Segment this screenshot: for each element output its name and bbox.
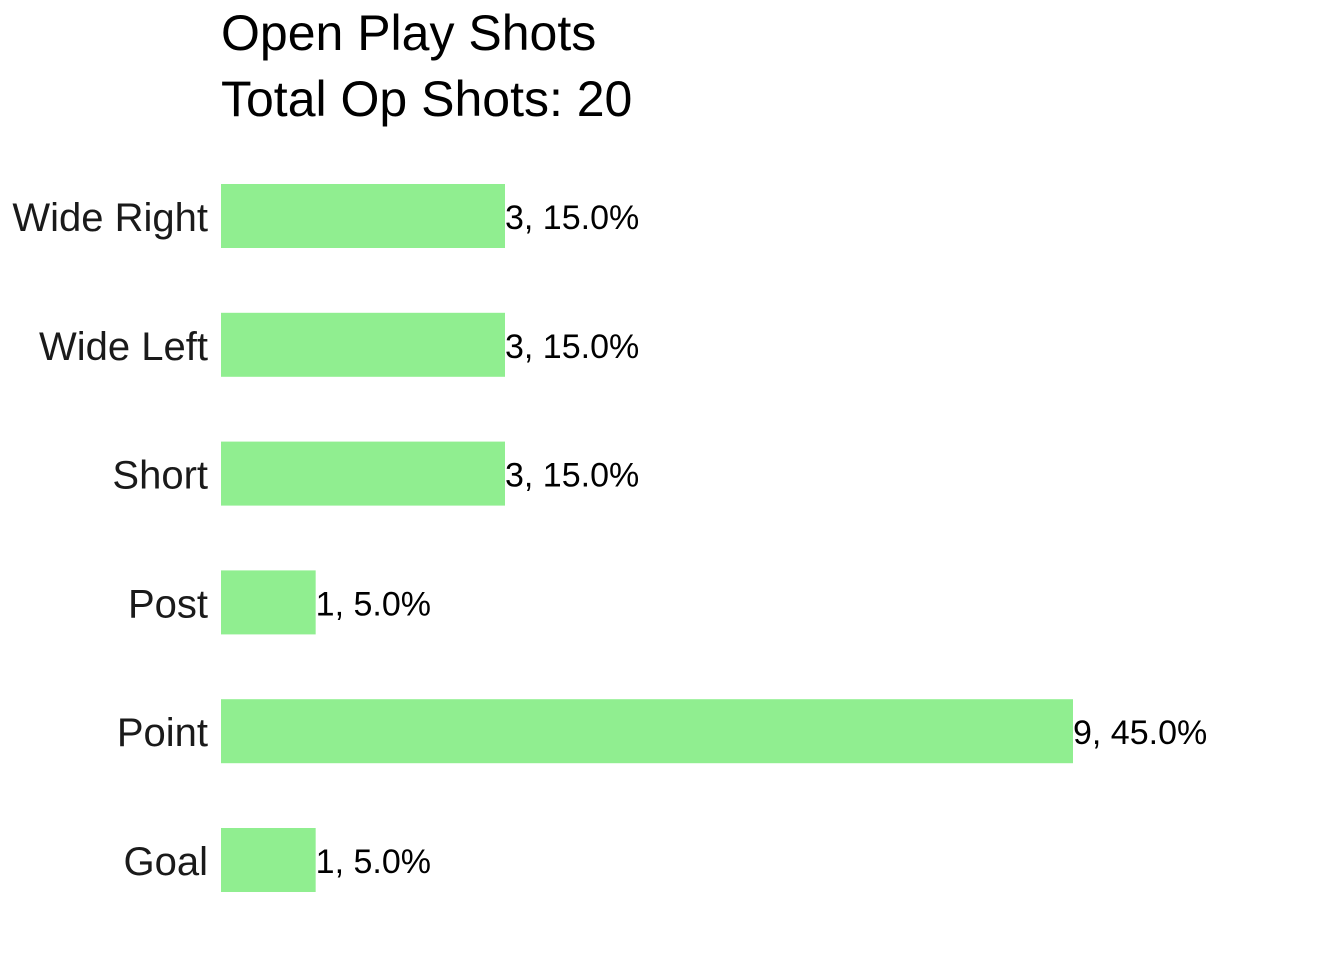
bar-point <box>221 699 1073 764</box>
category-label-short: Short <box>112 454 208 498</box>
category-label-goal: Goal <box>124 840 209 884</box>
bar-wide-right <box>221 184 505 248</box>
bar-wide-left <box>221 312 505 377</box>
chart-title: Open Play Shots <box>221 5 597 61</box>
bar-short <box>221 441 505 506</box>
chart-subtitle: Total Op Shots: 20 <box>221 71 633 127</box>
category-label-wide-left: Wide Left <box>39 325 208 369</box>
data-label-point: 9, 45.0% <box>1073 714 1207 752</box>
data-label-wide-right: 3, 15.0% <box>505 199 639 237</box>
data-label-goal: 1, 5.0% <box>316 843 431 881</box>
data-label-wide-left: 3, 15.0% <box>505 328 639 366</box>
category-label-post: Post <box>128 582 208 626</box>
data-label-short: 3, 15.0% <box>505 457 639 495</box>
bar-goal <box>221 828 316 892</box>
category-label-point: Point <box>117 711 208 755</box>
bar-post <box>221 570 316 635</box>
category-label-wide-right: Wide Right <box>12 196 208 240</box>
data-label-post: 1, 5.0% <box>316 585 431 623</box>
